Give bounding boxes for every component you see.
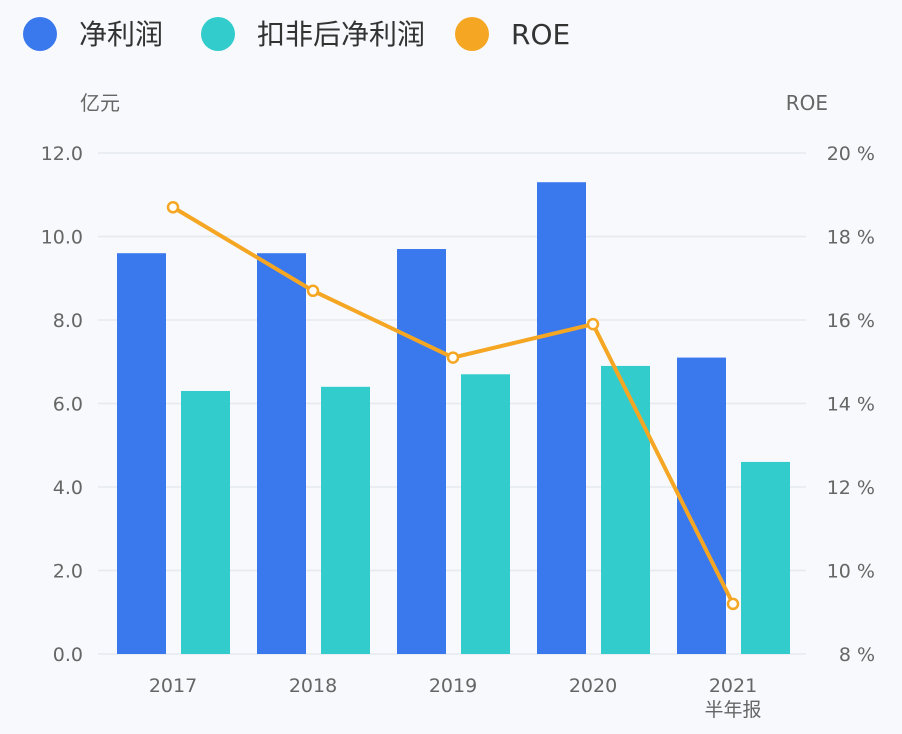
bar-net-profit <box>397 249 446 654</box>
left-tick-label: 8.0 <box>53 310 83 332</box>
right-tick-label: 10 % <box>827 561 875 583</box>
bar-deducted-net-profit <box>741 461 790 654</box>
right-tick-label: 16 % <box>827 310 875 332</box>
legend: 净利润 扣非后净利润 ROE <box>23 17 570 51</box>
right-tick-label: 12 % <box>827 477 875 499</box>
legend-marker <box>201 17 235 51</box>
left-tick-label: 2.0 <box>53 561 83 583</box>
right-tick-label: 8 % <box>839 644 875 666</box>
legend-label: 扣非后净利润 <box>257 18 425 51</box>
roe-point <box>586 317 600 331</box>
right-axis: 8 % 10 % 12 % 14 % 16 % 18 % 20 % <box>827 143 875 666</box>
left-tick-label: 12.0 <box>41 143 83 165</box>
bar-net-profit <box>257 253 306 654</box>
left-tick-label: 4.0 <box>53 477 83 499</box>
legend-label: ROE <box>511 18 570 51</box>
left-tick-label: 10.0 <box>41 227 83 249</box>
left-axis: 0.0 2.0 4.0 6.0 8.0 10.0 12.0 <box>41 143 83 666</box>
x-tick-label: 2018 <box>289 675 337 697</box>
bar-deducted-net-profit <box>321 386 370 654</box>
right-tick-label: 18 % <box>827 227 875 249</box>
bar-deducted-net-profit <box>181 390 230 654</box>
roe-point <box>726 597 740 611</box>
bar-net-profit <box>117 253 166 654</box>
left-tick-label: 0.0 <box>53 644 83 666</box>
roe-point <box>446 351 460 364</box>
bar-deducted-net-profit <box>461 374 510 654</box>
roe-point <box>306 284 320 298</box>
roe-point <box>166 201 180 214</box>
roe-line <box>166 201 740 611</box>
x-axis: 2017 2018 2019 2020 2021 半年报 <box>149 675 762 721</box>
bars <box>117 182 790 654</box>
legend-label: 净利润 <box>79 18 163 51</box>
x-tick-label: 2020 <box>569 675 617 697</box>
x-tick-label: 2021 半年报 <box>704 675 761 721</box>
right-tick-label: 14 % <box>827 394 875 416</box>
right-tick-label: 20 % <box>827 143 875 165</box>
bar-net-profit <box>537 182 586 654</box>
legend-marker <box>455 17 489 51</box>
bar-deducted-net-profit <box>601 365 650 654</box>
left-axis-unit: 亿元 <box>80 91 120 115</box>
right-axis-unit: ROE <box>786 91 828 115</box>
x-tick-label: 2019 <box>429 675 477 697</box>
x-tick-label: 2017 <box>149 675 197 697</box>
legend-marker <box>23 17 57 51</box>
left-tick-label: 6.0 <box>53 394 83 416</box>
